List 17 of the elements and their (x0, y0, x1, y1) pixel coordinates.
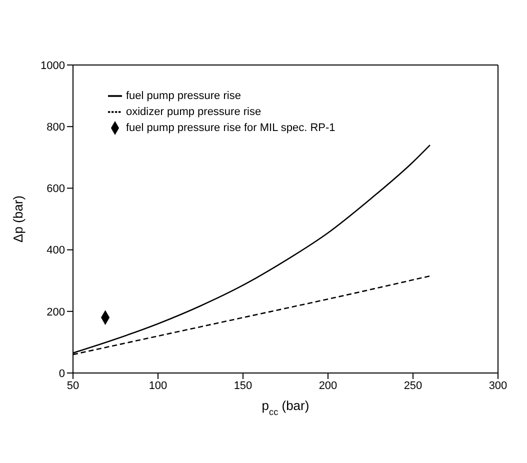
legend-label: fuel pump pressure rise (126, 90, 241, 102)
x-tick-label: 100 (148, 380, 168, 392)
y-axis-title: Δp (bar) (10, 196, 26, 242)
x-tick-label: 300 (488, 380, 508, 392)
legend-label: fuel pump pressure rise for MIL spec. RP-1 (126, 122, 336, 134)
y-tick-label: 1000 (40, 60, 65, 72)
y-tick-label: 400 (46, 244, 65, 257)
x-tick-label: 50 (66, 380, 80, 392)
legend-label: oxidizer pump pressure rise (126, 106, 262, 118)
y-tick-label: 600 (46, 183, 65, 196)
y-tick-label: 200 (46, 306, 65, 318)
x-tick-label: 150 (234, 380, 252, 392)
y-tick-label: 0 (58, 368, 65, 380)
x-axis-title: p$_{cc}$ (bar) (262, 398, 310, 417)
y-tick-label: 800 (46, 122, 65, 134)
x-tick-label: 250 (404, 380, 422, 392)
x-tick-label: 200 (318, 380, 338, 392)
